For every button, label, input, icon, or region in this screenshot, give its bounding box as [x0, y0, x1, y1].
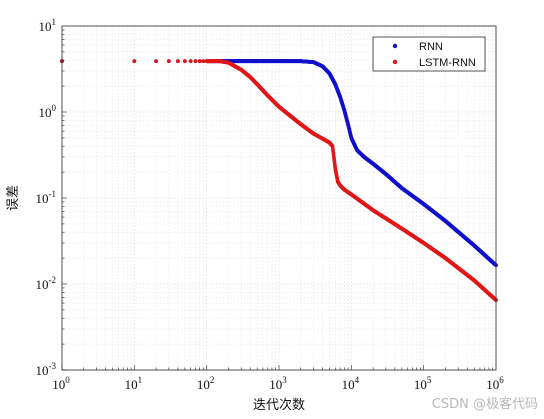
y-axis-label: 误差: [6, 185, 21, 211]
data-point: [201, 59, 206, 64]
data-point: [175, 59, 180, 64]
legend-label-lstm-rnn: LSTM-RNN: [419, 57, 476, 69]
legend-box: [372, 36, 486, 72]
x-axis-label: 迭代次数: [253, 397, 305, 413]
legend-marker-rnn: [392, 43, 398, 49]
data-point: [197, 59, 202, 64]
data-point: [132, 59, 137, 64]
series-lstm-rnn: [60, 59, 498, 302]
data-point: [166, 59, 171, 64]
data-point: [182, 59, 187, 64]
data-series: [60, 59, 498, 302]
x-tick-label: 104: [342, 375, 360, 392]
y-tick-label: 10-3: [36, 361, 57, 378]
legend: RNN LSTM-RNN: [372, 36, 486, 72]
x-tick-label: 106: [486, 375, 504, 392]
x-tick-label: 102: [197, 375, 215, 392]
x-tick-label: 100: [52, 375, 70, 392]
x-tick-label: 103: [269, 375, 287, 392]
y-tick-label: 101: [39, 17, 57, 34]
legend-label-rnn: RNN: [419, 41, 443, 53]
x-tick-label: 101: [125, 375, 143, 392]
data-point: [193, 59, 198, 64]
y-tick-label: 10-1: [36, 189, 57, 206]
y-tick-label: 10-2: [36, 275, 57, 292]
watermark: CSDN @极客代码: [432, 396, 538, 412]
data-point: [188, 59, 193, 64]
data-point: [154, 59, 159, 64]
x-tick-label: 105: [414, 375, 432, 392]
y-tick-label: 100: [39, 103, 57, 120]
axis-ticks: 100 101 102 103 104 105 106 10-3 10-2 10-1 100 101: [36, 17, 505, 392]
legend-marker-lstm-rnn: [392, 59, 398, 65]
